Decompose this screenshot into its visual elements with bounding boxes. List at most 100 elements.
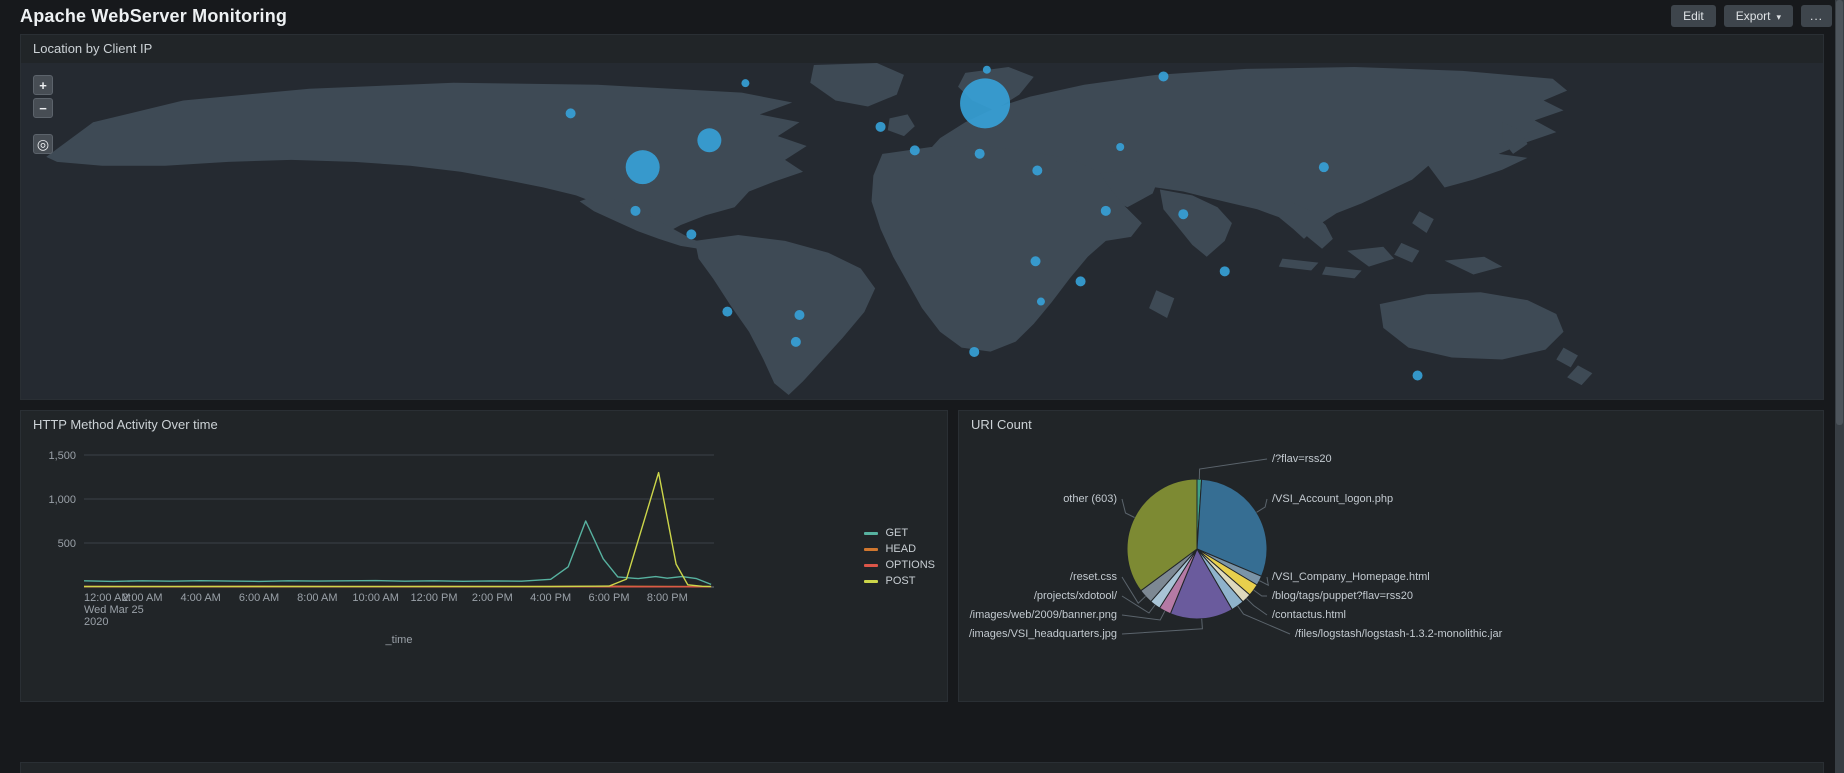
dashboard-title: Apache WebServer Monitoring: [20, 5, 288, 26]
x-tick-sublabel: 2020: [84, 616, 108, 628]
pie-leader-line: [1121, 595, 1156, 614]
landmass-new-guinea: [1444, 256, 1503, 275]
pie-slice-label: /VSI_Account_logon.php: [1272, 493, 1393, 505]
series-line-GET: [83, 520, 712, 586]
pie-leader-line: [1246, 598, 1268, 616]
pie-slice-label: /VSI_Company_Homepage.html: [1272, 571, 1430, 583]
map-controls: + − ◎: [33, 75, 53, 154]
pie-slice[interactable]: [1126, 478, 1198, 592]
export-button[interactable]: Export ▾: [1723, 5, 1793, 27]
x-tick-label: 8:00 AM: [297, 592, 337, 604]
recenter-icon[interactable]: ◎: [33, 134, 53, 154]
map-bubble[interactable]: [875, 121, 886, 132]
landmass-cuba: [687, 195, 721, 204]
map-bubble[interactable]: [686, 229, 697, 240]
bottom-panel-row: HTTP Method Activity Over time 500 1,000 1…: [20, 410, 1824, 702]
map-bubble[interactable]: [1075, 276, 1086, 287]
map-bubble[interactable]: [1036, 297, 1045, 306]
map-bubble[interactable]: [1030, 256, 1041, 267]
scrollbar-thumb[interactable]: [1836, 0, 1843, 426]
x-tick-label: 4:00 AM: [180, 592, 220, 604]
map-bubble[interactable]: [625, 150, 660, 185]
legend-item-HEAD[interactable]: HEAD: [864, 543, 935, 555]
x-tick-label: 12:00 AM: [84, 592, 130, 604]
map-bubble[interactable]: [722, 306, 733, 317]
x-tick-label: 12:00 PM: [410, 592, 457, 604]
pie-slice[interactable]: [1169, 547, 1233, 620]
landmass-java: [1322, 266, 1362, 279]
legend-swatch: [864, 547, 879, 551]
pie-slice[interactable]: [1196, 478, 1268, 577]
pie-slice-label: /images/VSI_headquarters.jpg: [969, 628, 1117, 640]
x-tick-label: 6:00 PM: [589, 592, 630, 604]
map-bubble[interactable]: [1032, 165, 1043, 176]
landmass-eurasia: [922, 66, 1568, 239]
legend-swatch: [864, 579, 879, 583]
series-line-POST: [84, 471, 712, 588]
chart-legend: GET HEAD OPTIONS POST: [864, 523, 935, 591]
pie-chart-body: /?flav=rss20/VSI_Account_logon.php/VSI_C…: [959, 439, 1823, 703]
map-bubble[interactable]: [794, 310, 805, 320]
scrollbar[interactable]: [1835, 0, 1844, 773]
legend-item-POST[interactable]: POST: [864, 575, 935, 587]
legend-swatch: [864, 531, 879, 535]
landmass-japan: [1502, 122, 1528, 154]
pie-slice-label: /blog/tags/puppet?flav=rss20: [1272, 590, 1413, 602]
map-bubble[interactable]: [741, 79, 750, 88]
legend-label: OPTIONS: [885, 559, 935, 571]
zoom-in-button[interactable]: +: [33, 75, 53, 95]
pie-chart[interactable]: /?flav=rss20/VSI_Account_logon.php/VSI_C…: [967, 445, 1813, 703]
landmass-australia: [1379, 292, 1564, 360]
more-options-button[interactable]: ...: [1800, 5, 1832, 27]
legend-item-OPTIONS[interactable]: OPTIONS: [864, 559, 935, 571]
pie-leader-line: [1237, 605, 1291, 635]
landmass-greenland: [810, 63, 904, 107]
zoom-out-button[interactable]: −: [33, 98, 53, 118]
landmass-madagascar: [1149, 290, 1175, 318]
pie-slice-label: /projects/xdotool/: [1034, 590, 1118, 602]
pie-leader-line: [1259, 576, 1269, 587]
x-tick-sublabel: Wed Mar 25: [84, 604, 144, 616]
map-bubble[interactable]: [1178, 209, 1189, 220]
header-actions: Edit Export ▾ ...: [1671, 5, 1832, 27]
pie-leader-line: [1121, 610, 1166, 621]
x-tick-label: 2:00 PM: [472, 592, 513, 604]
landmass-india: [1159, 189, 1232, 257]
world-map[interactable]: + − ◎: [21, 63, 1823, 399]
map-bubble[interactable]: [909, 145, 920, 156]
map-bubble[interactable]: [565, 108, 576, 119]
x-tick-label: 8:00 PM: [647, 592, 688, 604]
map-bubble[interactable]: [1412, 370, 1423, 381]
map-bubble[interactable]: [960, 78, 1011, 129]
pie-leader-line: [1253, 589, 1267, 597]
pie-slice-label: /contactus.html: [1272, 609, 1346, 621]
landmass-south-america: [694, 234, 876, 396]
panel-uri-count: URI Count /?flav=rss20/VSI_Account_logon…: [958, 410, 1824, 702]
map-bubble[interactable]: [1116, 143, 1125, 151]
map-bubble[interactable]: [1318, 162, 1329, 173]
line-chart-body: 500 1,000 1,500 12:00 AM Wed Mar 25 2020 2:00 …: [21, 439, 947, 703]
map-bubble[interactable]: [982, 65, 991, 74]
x-tick-label: 4:00 PM: [530, 592, 571, 604]
legend-item-GET[interactable]: GET: [864, 527, 935, 539]
map-bubble[interactable]: [1158, 71, 1169, 82]
landmass-sulawesi: [1394, 242, 1420, 263]
edit-button[interactable]: Edit: [1671, 5, 1716, 27]
landmass-sumatra: [1278, 258, 1319, 271]
dashboard-header: Apache WebServer Monitoring Edit Export …: [0, 0, 1844, 32]
landmass-uk: [887, 114, 915, 137]
pie-slice-label: /files/logstash/logstash-1.3.2-monolithi…: [1295, 628, 1503, 640]
pie-leader-line: [1121, 576, 1146, 604]
map-bubble[interactable]: [790, 336, 801, 347]
map-bubble[interactable]: [969, 346, 980, 357]
legend-label: HEAD: [885, 543, 917, 555]
map-bubble[interactable]: [1100, 205, 1111, 216]
map-bubble[interactable]: [697, 128, 722, 153]
export-button-label: Export: [1735, 9, 1771, 23]
map-bubble[interactable]: [974, 148, 985, 159]
map-bubble[interactable]: [1219, 266, 1230, 277]
landmass-central-america: [579, 193, 706, 249]
pie-leader-line: [1121, 618, 1203, 635]
map-bubble[interactable]: [630, 205, 641, 216]
